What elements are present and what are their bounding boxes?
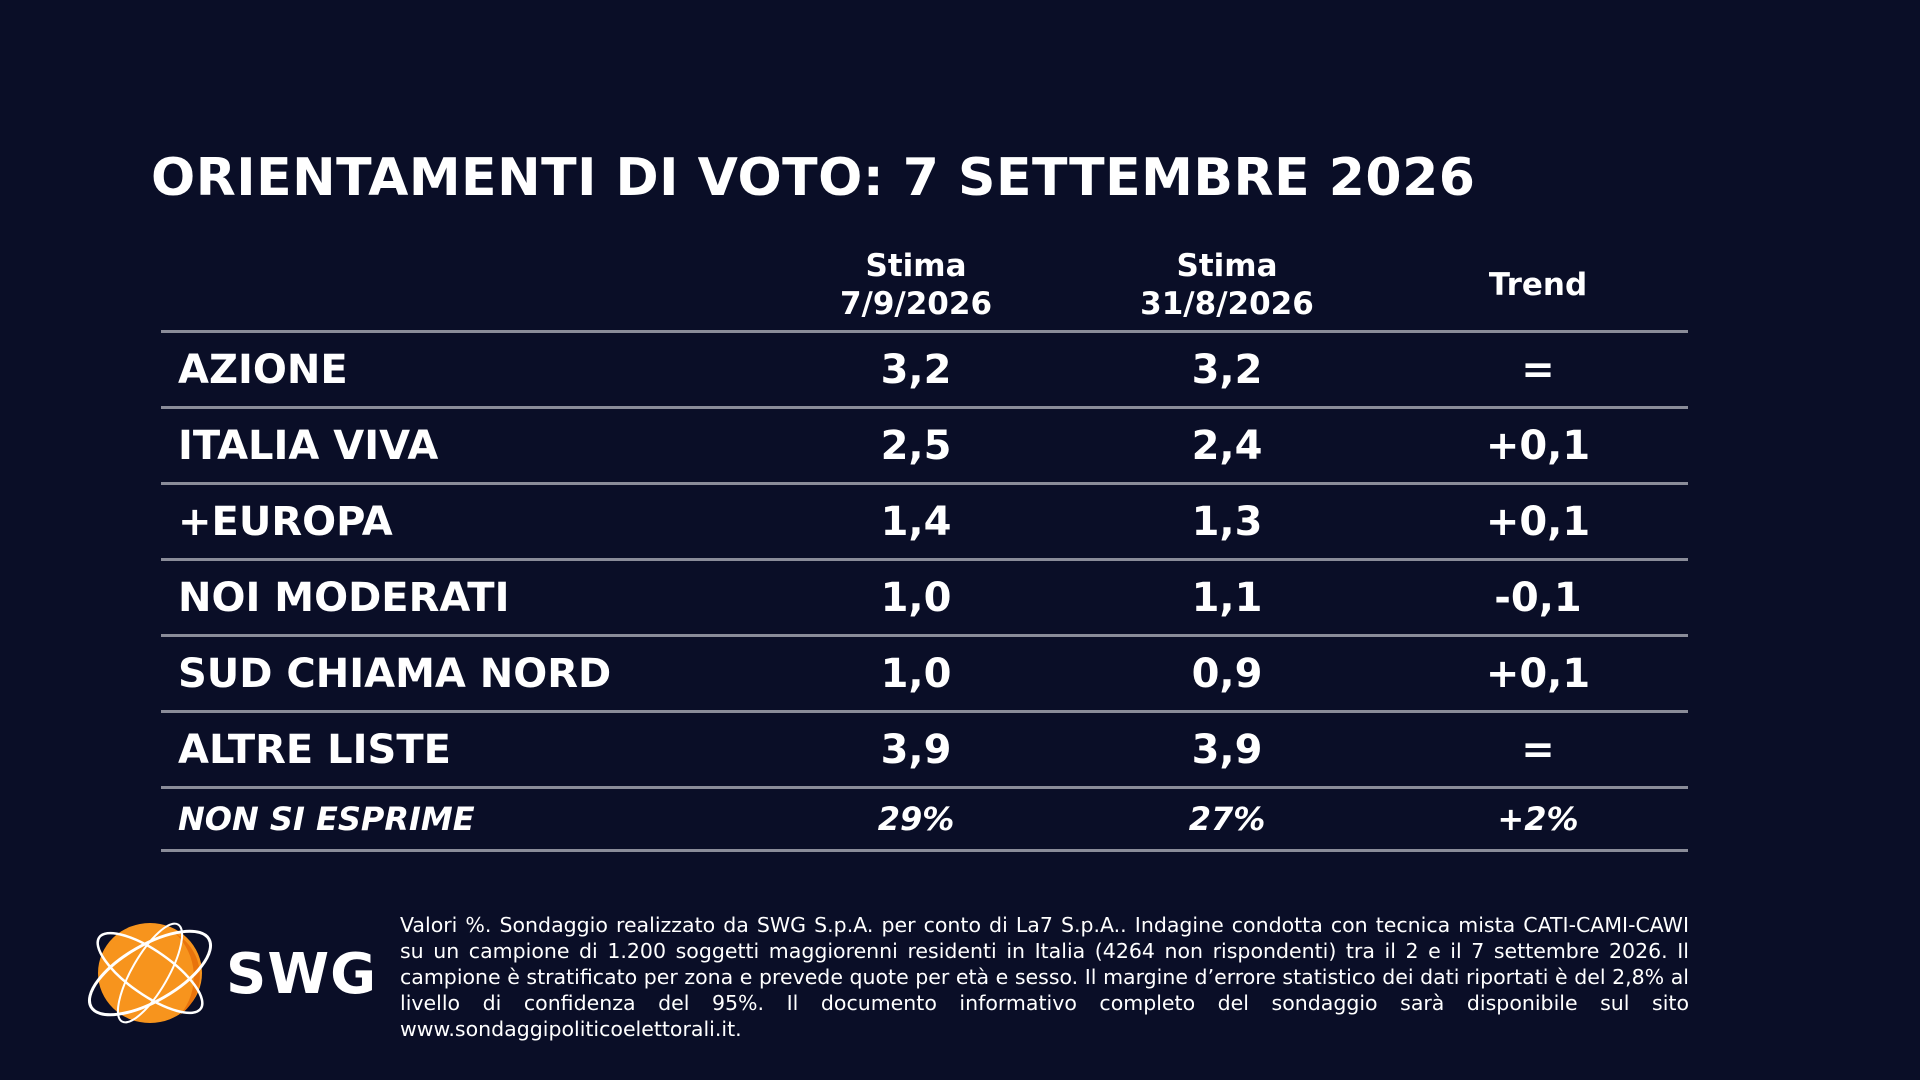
party-name: SUD CHIAMA NORD	[178, 650, 612, 697]
methodology-note: Valori %. Sondaggio realizzato da SWG S.…	[400, 913, 1689, 1041]
globe-sphere	[98, 923, 202, 1023]
trend-value: =	[1521, 726, 1555, 773]
column-header-line1: Stima	[865, 248, 967, 284]
table-row: SUD CHIAMA NORD 1,0 0,9 +0,1	[161, 637, 1688, 713]
estimate-previous: 1,3	[1191, 498, 1263, 545]
table-row: NOI MODERATI 1,0 1,1 -0,1	[161, 561, 1688, 637]
globe-shade	[175, 933, 200, 1015]
party-name: AZIONE	[178, 346, 348, 393]
column-header-line2: 31/8/2026	[1140, 286, 1314, 322]
estimate-current: 2,5	[880, 422, 952, 469]
estimate-current: 1,0	[880, 574, 952, 621]
estimate-previous: 3,2	[1191, 346, 1263, 393]
estimate-current: 1,4	[880, 498, 952, 545]
logo-text: SWG	[226, 942, 378, 1007]
estimate-previous: 0,9	[1191, 650, 1263, 697]
non-response-label: NON SI ESPRIME	[178, 800, 475, 838]
trend-value: +0,1	[1485, 498, 1591, 545]
estimate-current: 3,2	[880, 346, 952, 393]
party-name: ITALIA VIVA	[178, 422, 439, 469]
party-name: ALTRE LISTE	[178, 726, 451, 773]
column-header-trend: Trend	[1383, 240, 1693, 330]
estimate-current: 1,0	[880, 650, 952, 697]
trend-value: =	[1521, 346, 1555, 393]
table-row: AZIONE 3,2 3,2 =	[161, 333, 1688, 409]
estimate-current: 3,9	[880, 726, 952, 773]
party-name: NOI MODERATI	[178, 574, 510, 621]
table-row: ALTRE LISTE 3,9 3,9 =	[161, 713, 1688, 789]
column-header-line1: Trend	[1488, 267, 1588, 303]
poll-table: Stima 7/9/2026 Stima 31/8/2026 Trend AZI…	[161, 240, 1688, 852]
orbit-ring	[87, 929, 213, 1017]
orbit-ring	[96, 931, 204, 1015]
swg-globe-icon	[87, 922, 213, 1024]
trend-value: +0,1	[1485, 422, 1591, 469]
table-row: +EUROPA 1,4 1,3 +0,1	[161, 485, 1688, 561]
party-name: +EUROPA	[178, 498, 393, 545]
estimate-current: 29%	[877, 800, 955, 838]
trend-value: -0,1	[1494, 574, 1582, 621]
table-row: ITALIA VIVA 2,5 2,4 +0,1	[161, 409, 1688, 485]
column-header-current: Stima 7/9/2026	[761, 240, 1071, 330]
orbit-ring	[116, 922, 184, 1024]
trend-value: +0,1	[1485, 650, 1591, 697]
column-header-line1: Stima	[1176, 248, 1278, 284]
estimate-previous: 2,4	[1191, 422, 1263, 469]
column-header-previous: Stima 31/8/2026	[1072, 240, 1382, 330]
trend-value: +2%	[1497, 800, 1579, 838]
estimate-previous: 3,9	[1191, 726, 1263, 773]
estimate-previous: 27%	[1188, 800, 1266, 838]
table-row-non-response: NON SI ESPRIME 29% 27% +2%	[161, 789, 1688, 852]
column-header-line2: 7/9/2026	[839, 286, 993, 322]
estimate-previous: 1,1	[1191, 574, 1263, 621]
page-title: ORIENTAMENTI DI VOTO: 7 SETTEMBRE 2026	[151, 148, 1476, 208]
table-header: Stima 7/9/2026 Stima 31/8/2026 Trend	[161, 240, 1688, 333]
